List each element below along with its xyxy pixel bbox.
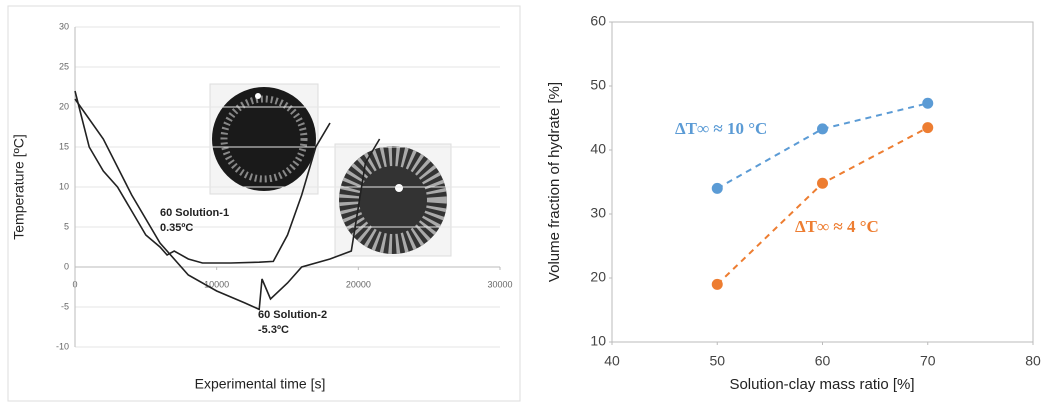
left-frame <box>7 5 521 402</box>
x-tick-label: 70 <box>920 353 936 369</box>
x-tick-label: 80 <box>1025 353 1041 369</box>
y-tick-label: 0 <box>64 261 69 271</box>
y-tick-label: 5 <box>64 221 69 231</box>
series-line <box>716 102 929 190</box>
series-label: ΔT∞ ≈ 4 °C <box>795 217 879 236</box>
series-line <box>74 98 381 311</box>
y-tick-label: 20 <box>590 269 606 285</box>
point <box>817 177 828 189</box>
series-label: ΔT∞ ≈ 10 °C <box>675 119 767 138</box>
point <box>922 97 934 109</box>
annotation: 0.35ºC <box>160 222 193 234</box>
y-tick-label: -5 <box>61 301 69 311</box>
y-tick-label: 10 <box>59 181 69 191</box>
y-tick-label: 10 <box>590 333 606 349</box>
series-line <box>74 90 331 264</box>
y-tick-label: 25 <box>59 61 69 71</box>
series-line <box>716 126 929 286</box>
y-tick-label: 60 <box>590 13 606 29</box>
x-tick-label: 30000 <box>487 279 512 289</box>
point <box>711 278 723 290</box>
y-tick-label: 50 <box>590 77 606 93</box>
point <box>711 182 723 194</box>
annotation: 60 Solution-1 <box>160 207 229 219</box>
y-tick-label: 40 <box>590 141 606 157</box>
annotation: -5.3ºC <box>258 324 289 336</box>
y-axis-label: Temperature [ºC] <box>11 134 27 240</box>
inset-1 <box>209 83 319 195</box>
x-axis-label: Solution-clay mass ratio [%] <box>729 376 914 393</box>
x-tick-label: 40 <box>604 353 620 369</box>
annotation: 60 Solution-2 <box>258 309 327 321</box>
point <box>817 123 828 135</box>
y-axis-label: Volume fraction of hydrate [%] <box>546 82 563 282</box>
point <box>922 122 934 134</box>
y-tick-label: 30 <box>59 21 69 31</box>
y-tick-label: 15 <box>59 141 69 151</box>
x-tick-label: 10000 <box>204 279 229 289</box>
x-tick-label: 50 <box>709 353 725 369</box>
x-axis-label: Experimental time [s] <box>195 376 326 392</box>
x-tick-label: 20000 <box>346 279 371 289</box>
y-tick-label: 20 <box>59 101 69 111</box>
y-tick-label: 30 <box>590 205 606 221</box>
x-tick-label: 60 <box>815 353 831 369</box>
y-tick-label: -10 <box>56 341 69 351</box>
